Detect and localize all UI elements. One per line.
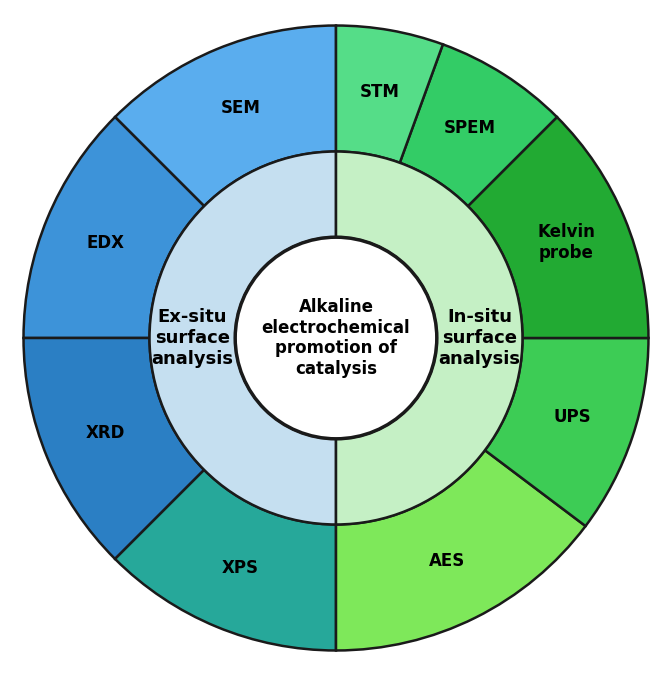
Wedge shape: [24, 117, 204, 338]
Text: Ex-situ
surface
analysis: Ex-situ surface analysis: [151, 308, 233, 368]
Wedge shape: [149, 151, 336, 525]
Text: AES: AES: [429, 552, 466, 571]
Text: EDX: EDX: [87, 233, 124, 251]
Text: Kelvin
probe: Kelvin probe: [538, 223, 595, 262]
Wedge shape: [24, 338, 204, 559]
Wedge shape: [336, 450, 585, 650]
Text: XPS: XPS: [222, 560, 259, 577]
Wedge shape: [468, 117, 648, 338]
Wedge shape: [336, 151, 523, 525]
Wedge shape: [115, 26, 336, 206]
Circle shape: [235, 237, 437, 439]
Text: STM: STM: [360, 83, 399, 101]
Text: SEM: SEM: [220, 99, 261, 116]
Text: SPEM: SPEM: [444, 118, 496, 137]
Text: Alkaline
electrochemical
promotion of
catalysis: Alkaline electrochemical promotion of ca…: [261, 298, 411, 378]
Wedge shape: [400, 45, 557, 206]
Wedge shape: [336, 26, 443, 163]
Text: In-situ
surface
analysis: In-situ surface analysis: [439, 308, 521, 368]
Wedge shape: [115, 470, 336, 650]
Text: UPS: UPS: [554, 408, 591, 426]
Text: XRD: XRD: [86, 425, 125, 443]
Wedge shape: [485, 338, 648, 526]
